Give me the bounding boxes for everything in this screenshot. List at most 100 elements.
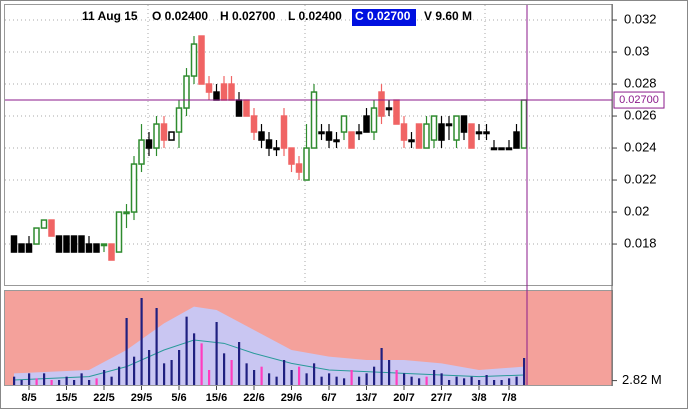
y-tick-label: 0.02 [624,203,649,218]
volume-bar [155,308,158,385]
candle-body [520,99,528,149]
candle-body [115,211,123,253]
candle-body [460,115,468,133]
candle-body [483,131,490,135]
candle-body [258,131,265,141]
x-tick-label: 15/5 [56,392,77,404]
candle-body [438,123,445,141]
candle-body [430,115,438,141]
volume-bar [350,370,353,385]
volume-bar [485,375,488,385]
candle-body [423,123,430,149]
candle-body [378,91,385,117]
volume-bar [223,353,226,385]
x-tick-label: 29/5 [131,392,152,404]
volume-bar [335,376,338,385]
crosshair-label-box [613,91,665,109]
candle-body [498,147,505,151]
candle-body [490,147,498,151]
volume-bar [50,380,53,385]
volume-bar [358,376,361,385]
volume-bar [185,316,188,385]
volume-bar [523,358,526,385]
volume-bar [20,380,23,385]
candle-body [348,131,355,149]
candle-body [265,139,273,149]
volume-bar [455,376,458,385]
candle-body [100,243,108,247]
candle-body [273,147,280,151]
volume-bar [125,318,128,385]
volume-bar [178,350,181,385]
candle-body [340,115,348,133]
volume-bar [373,366,376,385]
candle-body [295,163,303,173]
volume-bar [305,373,308,385]
x-tick-label: 3/8 [471,392,486,404]
price-panel [4,4,613,286]
volume-bar [433,370,436,385]
volume-bar [313,363,316,385]
candle-body [243,99,250,117]
candle-body [138,139,145,165]
volume-bar [478,380,481,385]
y-tick-label: 0.03 [624,43,649,58]
candle-body [408,139,415,143]
header-high: H 0.02700 [220,9,276,23]
candle-body [370,107,378,133]
candle-body [85,243,93,253]
y-tick-label: 2.82 M [622,372,662,387]
volume-bar [140,298,143,385]
candle-body [168,131,175,141]
header-open: O 0.02400 [152,9,208,23]
candle-body [385,107,393,111]
candle-body [415,123,423,149]
candle-body [175,107,183,133]
x-tick-label: 22/5 [93,392,114,404]
volume-bar [268,373,271,385]
volume-bar [328,373,331,385]
volume-bar [238,342,241,385]
candle-body [18,243,25,253]
volume-bar [35,378,38,385]
volume-bar [193,333,196,385]
x-tick-label: 8/5 [21,392,36,404]
candle-body [363,115,370,133]
header-volume: V 9.60 M [424,9,472,23]
candle-body [400,123,408,141]
candle-body [70,235,78,253]
candle-body [475,131,483,135]
volume-bar [448,380,451,385]
candle-body [288,147,295,165]
volume-bar [58,380,61,385]
x-tick-label: 27/7 [431,392,452,404]
volume-bar [508,378,511,385]
volume-bar [500,380,503,385]
candle-body [468,123,475,149]
candle-body [10,235,18,253]
header-date: 11 Aug 15 [82,9,138,23]
candle-body [235,99,243,117]
candle-body [160,123,168,141]
candle-body [40,219,48,229]
candle-body [220,83,228,101]
volume-bar [283,360,286,385]
volume-bar [260,366,263,385]
volume-bar [395,370,398,385]
candle-body [93,243,100,253]
volume-bar [200,343,203,385]
candle-body [205,83,213,93]
header-close: C 0.02700 [355,9,411,23]
candle-body [310,91,318,149]
x-tick-label: 22/6 [243,392,264,404]
candle-body [303,147,310,181]
volume-bar [425,376,428,385]
x-tick-label: 20/7 [393,392,414,404]
volume-bar [43,373,46,385]
volume-bar [463,378,466,385]
volume-bar [163,363,166,385]
candle-body [183,75,190,109]
candle-body [63,235,70,253]
candle-body [123,211,130,215]
